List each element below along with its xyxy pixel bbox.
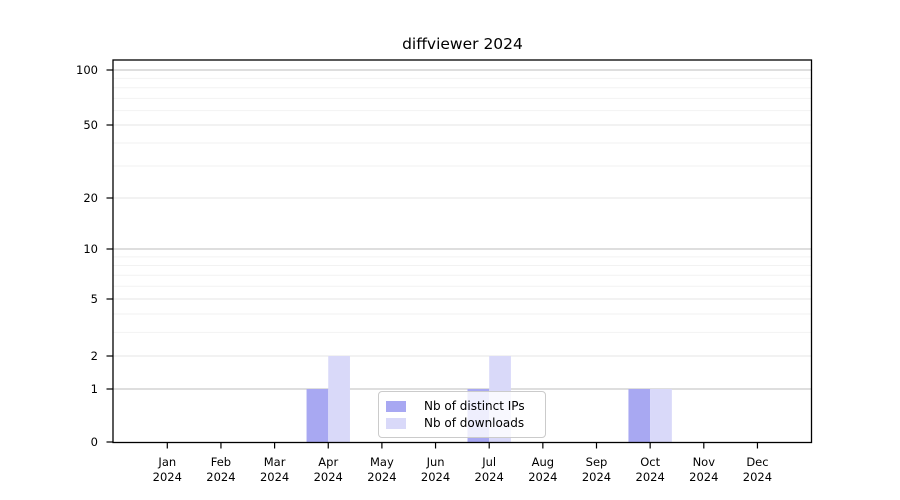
axes-spines [112, 59, 813, 444]
x-tick-label-month: Dec [746, 455, 768, 469]
legend-label-downloads: Nb of downloads [424, 416, 525, 430]
x-tick-label-month: Feb [211, 455, 231, 469]
chart-title: diffviewer 2024 [402, 35, 523, 53]
x-tick-label-year: 2024 [421, 470, 450, 484]
x-tick-label-month: Aug [532, 455, 554, 469]
x-tick-label-month: Oct [640, 455, 660, 469]
bar-distinct-ips [306, 389, 329, 443]
x-tick-label-year: 2024 [153, 470, 182, 484]
x-tick-label-year: 2024 [206, 470, 235, 484]
legend-label-distinct-ips: Nb of distinct IPs [424, 399, 525, 413]
y-tick-label: 100 [76, 63, 98, 77]
x-tick-label-month: Sep [586, 455, 608, 469]
y-tick-label: 5 [91, 292, 98, 306]
x-tick-label-year: 2024 [260, 470, 289, 484]
x-tick-label-year: 2024 [582, 470, 611, 484]
x-tick-label-month: May [370, 455, 394, 469]
x-tick-label-month: Jan [157, 455, 176, 469]
bar-distinct-ips [628, 389, 651, 443]
x-tick-label-year: 2024 [475, 470, 504, 484]
legend-swatch-distinct-ips-icon [386, 400, 406, 412]
x-tick-label-year: 2024 [528, 470, 557, 484]
x-tick-label-month: Apr [318, 455, 338, 469]
x-tick-label-year: 2024 [367, 470, 396, 484]
x-tick-label-year: 2024 [314, 470, 343, 484]
legend-item-distinct-ips: Nb of distinct IPs [386, 399, 537, 413]
y-tick-label: 1 [91, 382, 98, 396]
y-tick-label: 10 [83, 242, 98, 256]
legend-swatch-downloads-icon [386, 417, 406, 429]
y-tick-label: 2 [91, 349, 98, 363]
x-tick-label-year: 2024 [636, 470, 665, 484]
x-tick-label-year: 2024 [743, 470, 772, 484]
y-tick-label: 0 [91, 435, 98, 449]
x-tick-label-month: Nov [693, 455, 716, 469]
bar-downloads [650, 389, 672, 443]
bar-downloads [328, 356, 350, 443]
x-tick-label-month: Mar [264, 455, 286, 469]
legend: Nb of distinct IPs Nb of downloads [378, 391, 546, 438]
x-tick-label-year: 2024 [689, 470, 718, 484]
y-tick-label: 20 [83, 191, 98, 205]
legend-item-downloads: Nb of downloads [386, 416, 537, 430]
x-tick-label-month: Jul [481, 455, 496, 469]
y-tick-label: 50 [83, 118, 98, 132]
x-tick-label-month: Jun [426, 455, 445, 469]
